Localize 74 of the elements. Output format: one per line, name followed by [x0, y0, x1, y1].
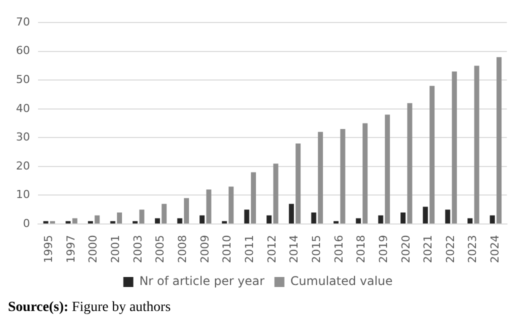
x-tick-label: 1997	[64, 235, 78, 264]
bar	[378, 215, 384, 224]
y-tick-label: 40	[16, 102, 30, 115]
y-tick-label: 70	[16, 15, 30, 28]
bar	[110, 221, 116, 224]
bar	[43, 221, 48, 224]
bar	[384, 114, 390, 224]
x-tick-label: 1995	[42, 235, 56, 264]
bar	[445, 210, 450, 224]
bar	[311, 212, 316, 224]
bar	[200, 215, 205, 224]
x-tick-label: 2015	[310, 235, 323, 264]
x-tick-label: 2021	[422, 235, 435, 264]
bar	[66, 221, 71, 224]
legend-label: Nr of article per year	[139, 274, 264, 288]
bar	[184, 198, 189, 224]
x-tick-label: 2011	[242, 235, 256, 264]
legend-label: Cumulated value	[290, 274, 393, 288]
y-tick-label: 0	[22, 216, 30, 230]
x-tick-label: 2019	[376, 235, 390, 264]
bar	[266, 215, 272, 224]
bar	[154, 218, 160, 224]
x-tick-label: 2012	[265, 235, 278, 264]
bar	[250, 172, 256, 224]
bar	[296, 143, 301, 224]
x-tick-label: 2000	[86, 235, 100, 264]
bar	[139, 210, 144, 224]
bar	[356, 218, 361, 224]
bar	[400, 212, 406, 224]
bar	[94, 215, 100, 224]
bar	[430, 86, 435, 224]
x-tick-label: 2003	[131, 235, 144, 264]
bar	[177, 218, 182, 224]
bar	[468, 218, 473, 224]
x-tick-label: 2014	[288, 235, 301, 264]
x-tick-label: 2001	[109, 235, 122, 264]
bar	[132, 221, 138, 224]
bar	[490, 215, 495, 224]
bar	[496, 57, 502, 224]
bar	[362, 123, 368, 224]
x-tick-label: 2009	[198, 235, 212, 264]
bar	[116, 212, 122, 224]
bar	[88, 221, 93, 224]
x-tick-label: 2023	[466, 235, 480, 264]
x-tick-label: 2010	[220, 235, 234, 264]
bar	[334, 221, 339, 224]
y-tick-label: 50	[16, 73, 30, 86]
x-tick-label: 2022	[444, 235, 457, 264]
bar	[50, 221, 56, 224]
y-tick-label: 10	[16, 188, 30, 202]
bar	[206, 189, 212, 224]
bar	[318, 132, 323, 224]
x-tick-label: 2016	[332, 235, 346, 264]
bar	[72, 218, 78, 224]
bar	[162, 204, 167, 224]
bar	[452, 72, 457, 224]
bar	[340, 129, 346, 224]
x-tick-label: 2008	[176, 235, 189, 264]
bar	[407, 103, 412, 224]
bar	[288, 204, 294, 224]
x-tick-label: 2018	[354, 235, 368, 264]
bar	[422, 206, 428, 224]
y-tick-label: 30	[16, 130, 30, 144]
y-tick-label: 60	[16, 44, 30, 58]
bar	[474, 66, 480, 224]
x-tick-label: 2024	[488, 235, 502, 264]
bar	[273, 164, 278, 224]
bar	[222, 221, 227, 224]
source-note: Source(s): Figure by authors	[8, 300, 171, 315]
x-tick-label: 2020	[399, 235, 412, 264]
bar	[244, 210, 250, 224]
x-tick-label: 2005	[154, 235, 167, 264]
y-tick-label: 20	[16, 159, 30, 172]
bar	[228, 186, 234, 224]
